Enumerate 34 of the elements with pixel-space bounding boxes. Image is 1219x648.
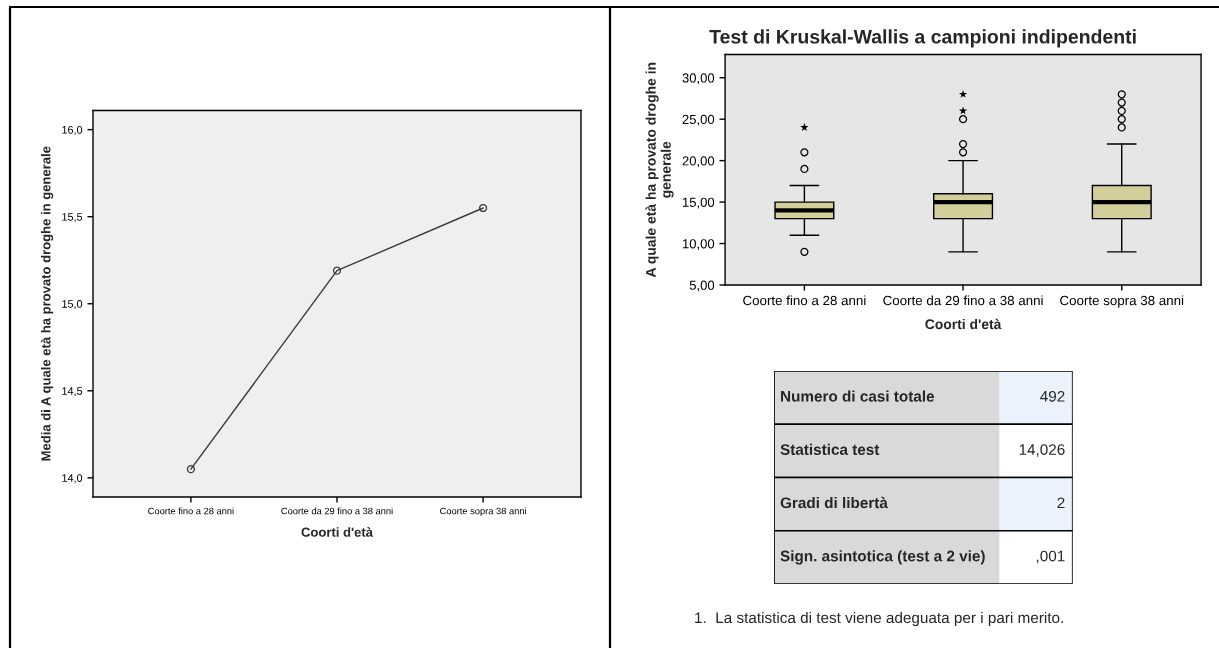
text: 1. La statistica di test viene adeguata per i pari merito.: [695, 611, 1063, 627]
category-label: Sign. asintotica (test a 2 vie): [780, 550, 985, 565]
x-tick-label: Coorte sopra 38 anni: [440, 507, 526, 517]
x-tick-label: Coorte fino a 28 anni: [743, 295, 866, 306]
text: 2: [1057, 497, 1065, 509]
text: 14,026: [1019, 444, 1065, 457]
chart-title: Test di Kruskal-Wallis a campioni indipendenti: [709, 29, 1136, 48]
x-axis-title: Coorti d'età: [925, 318, 1002, 330]
y-tick-label: 15,0: [62, 300, 83, 310]
x-tick-label: Coorte da 29 fino a 38 anni: [883, 295, 1043, 306]
y-tick-label: 30,00: [682, 73, 715, 85]
x-tick-label: Coorte fino a 28 anni: [148, 507, 234, 515]
x-axis-title: Coorti d'età: [301, 527, 374, 537]
y-tick-label: 16,0: [62, 126, 83, 135]
y-tick-label: 20,00: [682, 156, 715, 168]
point: [332, 266, 342, 275]
y-tick-label: 10,00: [682, 239, 715, 250]
point: [478, 203, 488, 213]
y-tick-label: 14,5: [62, 387, 83, 397]
y-tick-label: 14,0: [62, 474, 83, 484]
y-axis-title: Media di A quale età ha provato droghe in generale: [40, 146, 54, 461]
y-tick-label: 15,00: [682, 197, 715, 209]
text: 492: [1040, 390, 1065, 402]
category-label: Statistica test: [780, 443, 880, 455]
y-tick-label: 25,00: [682, 114, 715, 126]
x-tick-label: Coorte sopra 38 anni: [1060, 295, 1184, 308]
y-tick-label: 5,00: [689, 280, 715, 292]
y-axis-title: A quale età ha provato droghe in generale: [645, 62, 674, 278]
y-tick-label: 15,5: [62, 213, 83, 222]
x-tick-label: Coorte da 29 fino a 38 anni: [281, 507, 393, 515]
text: ,001: [1036, 550, 1065, 564]
category-label: Gradi di libertà: [780, 496, 888, 509]
category-label: Numero di casi totale: [781, 390, 935, 402]
point: [186, 465, 195, 474]
